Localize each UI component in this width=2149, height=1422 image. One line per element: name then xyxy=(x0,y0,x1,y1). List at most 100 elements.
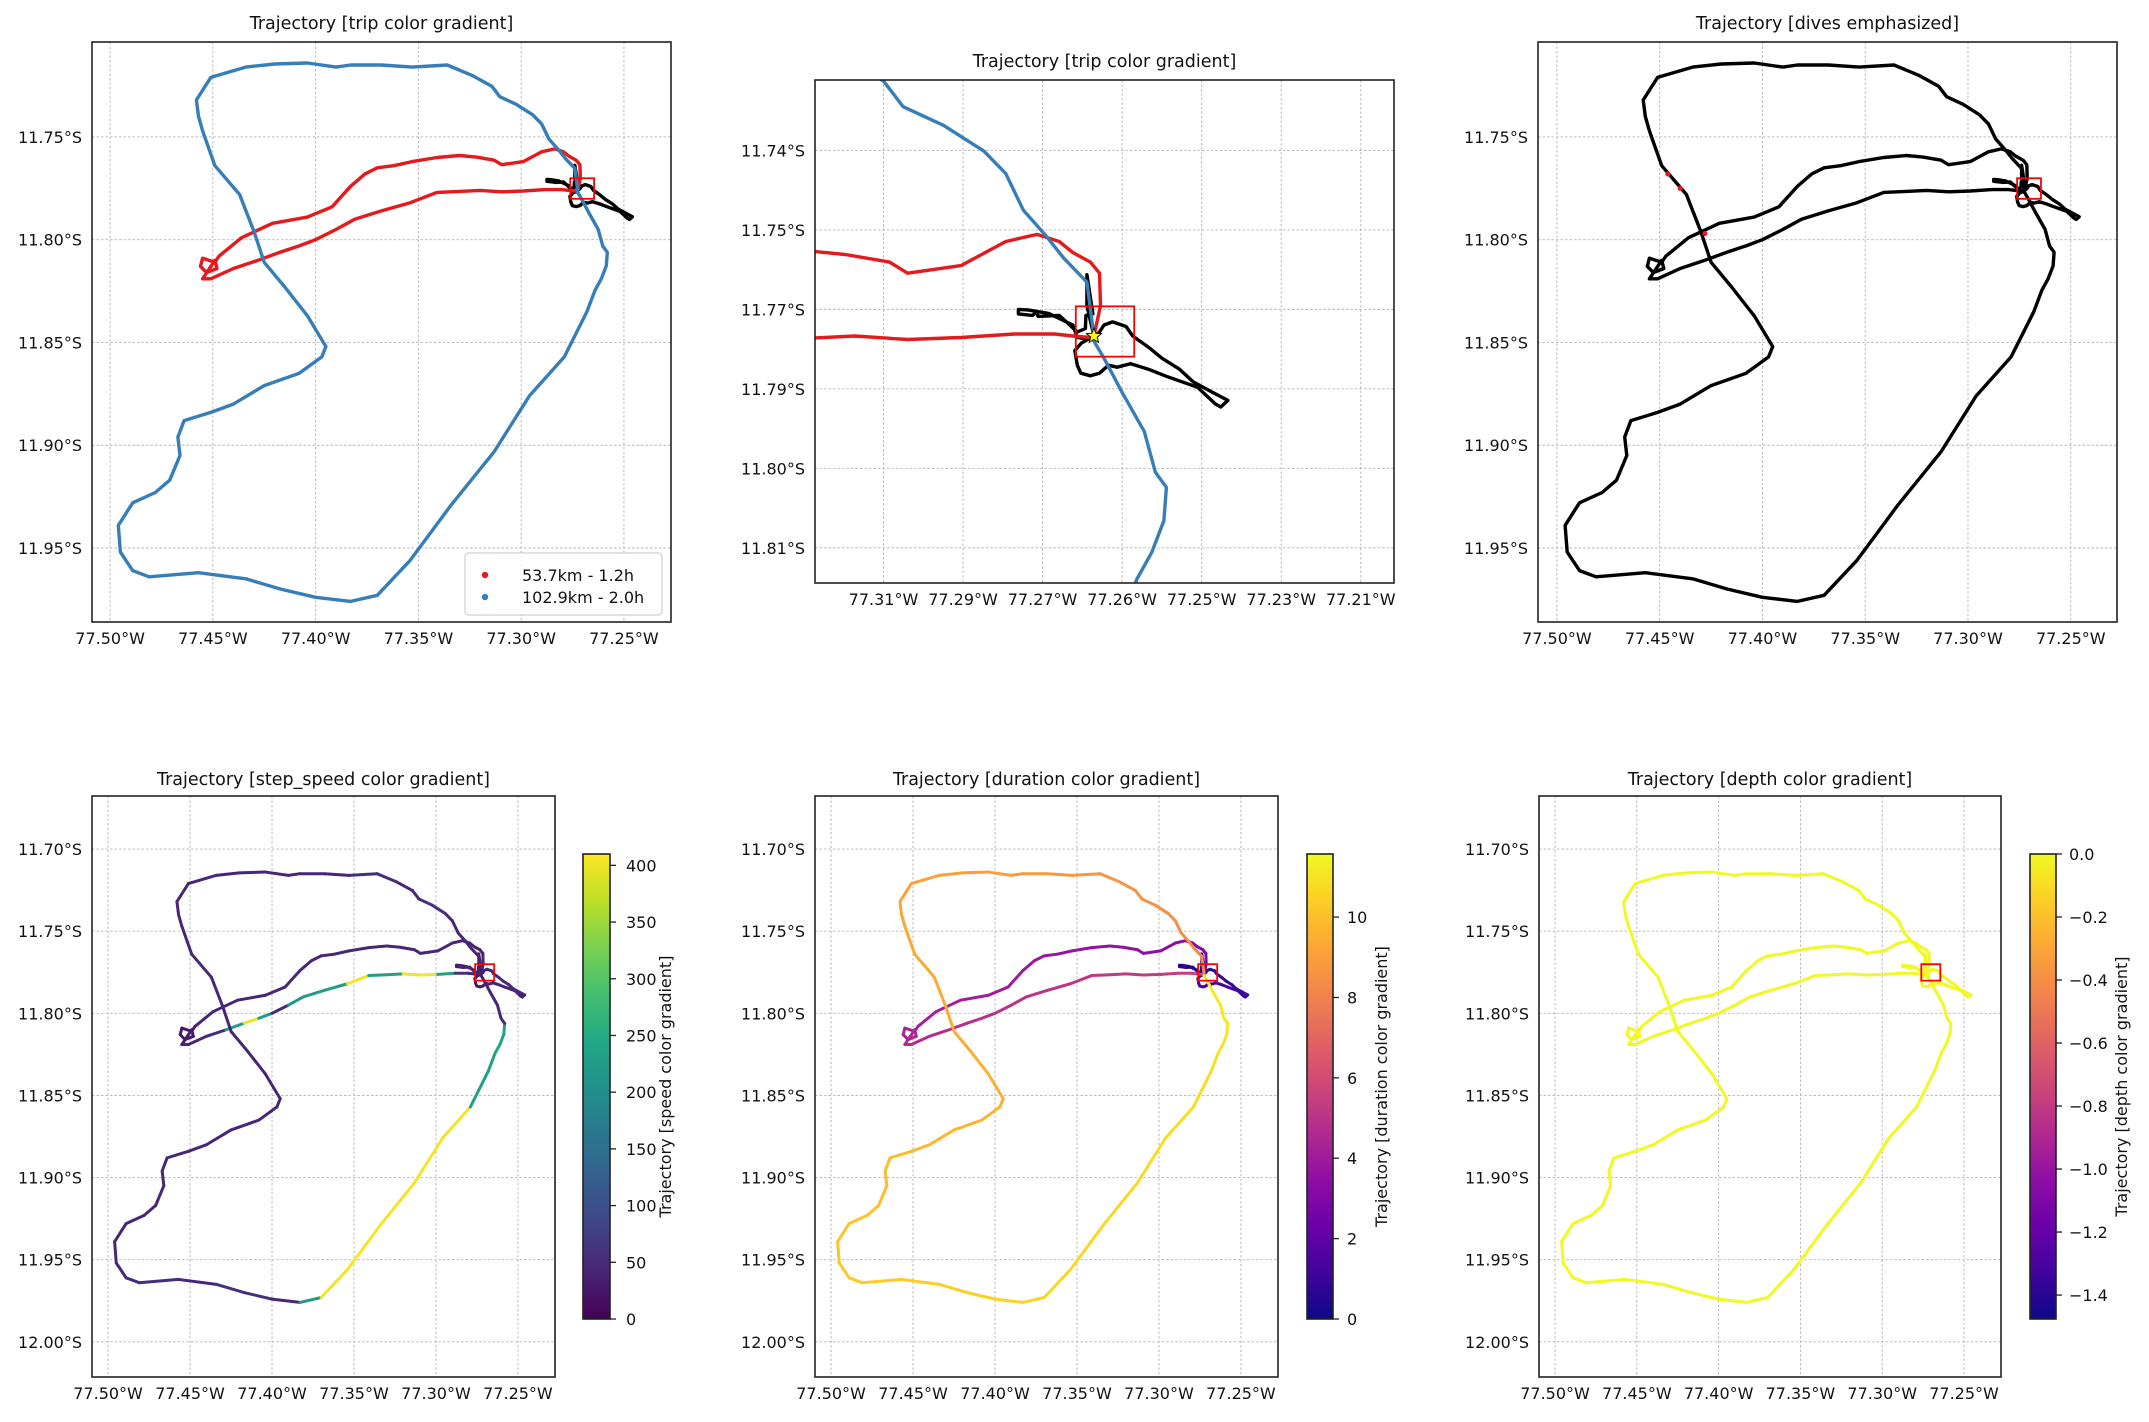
track-segment-trip-2 xyxy=(432,905,445,913)
track-segment-trip-2 xyxy=(867,1206,878,1216)
y-tick-label: 11.80°S xyxy=(18,1004,82,1023)
track-segment-trip-1 xyxy=(1143,951,1160,953)
track-segment-trip-1 xyxy=(244,1018,259,1023)
x-tick-label: 77.50°W xyxy=(796,1384,866,1403)
track-segment-trip-1 xyxy=(1884,943,1899,951)
track-segment-trip-1 xyxy=(303,990,324,997)
colorbar-gradient xyxy=(1307,854,1333,1319)
track-segment-trip-1 xyxy=(988,987,1008,995)
gridlines xyxy=(92,796,555,1377)
track-segment-trip-2 xyxy=(445,913,452,920)
colorbar-gradient xyxy=(2030,854,2056,1319)
track-segment-trip-1 xyxy=(324,984,347,991)
track-segment-trip-2 xyxy=(177,902,179,915)
x-tick-label: 77.35°W xyxy=(1830,629,1900,648)
y-tick-label: 11.75°S xyxy=(18,922,82,941)
track-segment-trip-1 xyxy=(1023,961,1034,971)
track-segment-trip-1 xyxy=(1092,946,1110,948)
y-tick-label: 11.75°S xyxy=(741,922,805,941)
y-tick-label: 11.85°S xyxy=(18,1086,82,1105)
legend-marker xyxy=(482,572,488,578)
track-segment-trip-2 xyxy=(443,1107,471,1138)
y-tick-label: 11.75°S xyxy=(1465,922,1529,941)
x-tick-label: 77.45°W xyxy=(1625,629,1695,648)
track-segment-trip-1 xyxy=(1815,946,1833,948)
track-segment-trip-2 xyxy=(192,954,212,977)
track-line-trip-2 xyxy=(118,63,607,601)
y-tick-label: 11.85°S xyxy=(1464,333,1528,352)
track-segment-trip-2 xyxy=(911,1145,929,1152)
panel-5: Trajectory [duration color gradient]77.5… xyxy=(741,770,1391,1403)
track-segment-trip-1 xyxy=(265,987,285,995)
x-tick-label: 77.45°W xyxy=(155,1384,225,1403)
y-tick-label: 11.75°S xyxy=(741,221,805,240)
y-tick-label: 11.85°S xyxy=(741,1086,805,1105)
x-tick-label: 77.40°W xyxy=(960,1384,1030,1403)
track-segment-trip-2 xyxy=(934,977,945,1007)
track-segment-trip-2 xyxy=(1694,1051,1712,1074)
axes-frame xyxy=(815,80,1394,583)
track-segment-trip-2 xyxy=(490,992,497,1005)
track-segment-trip-2 xyxy=(126,1215,144,1223)
track-segment-trip-1 xyxy=(961,995,989,1000)
track-segment-trip-1 xyxy=(1712,987,1732,995)
track-segment-trip-2 xyxy=(1670,1007,1678,1032)
track-segment-trip-2 xyxy=(244,1293,272,1300)
colorbar-tick-label: −0.8 xyxy=(2069,1097,2108,1116)
track-segment-trip-1 xyxy=(1110,974,1126,975)
track-segment-trip-2 xyxy=(902,915,905,926)
track-segment-trip-2 xyxy=(1223,1034,1227,1044)
track-segment-trip-2 xyxy=(495,1045,500,1054)
track-segment-trip-2 xyxy=(115,1242,117,1263)
x-tick-label: 77.50°W xyxy=(1522,629,1592,648)
track-segment-trip-1 xyxy=(1092,975,1110,976)
x-tick-label: 77.35°W xyxy=(1042,1384,1112,1403)
track-segment-trip-2 xyxy=(1653,1130,1678,1145)
colorbar-tick-label: 4 xyxy=(1347,1149,1357,1168)
track-segment-trip-2 xyxy=(259,1107,277,1120)
track-segment-trip-1 xyxy=(1735,997,1750,1005)
y-tick-label: 12.00°S xyxy=(18,1333,82,1352)
track-segment-trip-1 xyxy=(1719,1005,1735,1013)
track-segment-trip-2 xyxy=(1865,899,1878,905)
colorbar-tick-label: 2 xyxy=(1347,1230,1357,1249)
track-segment-trip-1 xyxy=(1833,946,1846,947)
track-line-trip-1 xyxy=(201,149,581,279)
track-line-trip-1 xyxy=(1647,149,2027,279)
track-segment-trip-2 xyxy=(413,891,419,899)
track-segment-trip-2 xyxy=(188,875,216,883)
track-segment-trip-2 xyxy=(982,1107,1000,1120)
panel-4: Trajectory [step_speed color gradient]77… xyxy=(18,770,675,1403)
track-segment-trip-1 xyxy=(1026,990,1047,997)
track-segment-trip-2 xyxy=(995,1299,1023,1302)
track-segment-trip-1 xyxy=(1175,941,1185,943)
track-segment-trip-2 xyxy=(1218,1045,1223,1054)
track-segment-trip-2 xyxy=(1712,872,1735,875)
track-line-trip-1 xyxy=(170,234,1101,552)
track-segment-trip-1 xyxy=(1750,990,1771,997)
track-segment-trip-2 xyxy=(1573,1215,1591,1223)
track-segment-trip-2 xyxy=(929,1130,954,1145)
track-segment-trip-2 xyxy=(1624,884,1635,902)
track-segment-trip-2 xyxy=(1602,1186,1610,1206)
track-segment-trip-2 xyxy=(946,1007,954,1032)
track-segment-trip-1 xyxy=(321,954,334,956)
colorbar-label: Trajectory [speed color gradient] xyxy=(656,956,675,1219)
y-tick-label: 11.80°S xyxy=(1465,1004,1529,1023)
y-tick-label: 11.80°S xyxy=(741,1004,805,1023)
track-segment-trip-2 xyxy=(156,1186,164,1206)
track-segment-trip-1 xyxy=(918,1012,936,1027)
track-segment-trip-1 xyxy=(1794,976,1815,984)
track-segment-trip-2 xyxy=(239,872,265,873)
x-tick-label: 77.29°W xyxy=(928,590,998,609)
colorbar-tick-label: 0 xyxy=(626,1310,636,1329)
track-segment-trip-2 xyxy=(1614,1151,1635,1158)
track-segment-trip-2 xyxy=(1941,1045,1946,1054)
track-segment-trip-1 xyxy=(1011,997,1026,1005)
y-tick-label: 12.00°S xyxy=(741,1333,805,1352)
track-segment-trip-2 xyxy=(1796,874,1824,876)
track-segment-trip-2 xyxy=(849,1215,867,1223)
track-segment-trip-1 xyxy=(1781,951,1796,954)
